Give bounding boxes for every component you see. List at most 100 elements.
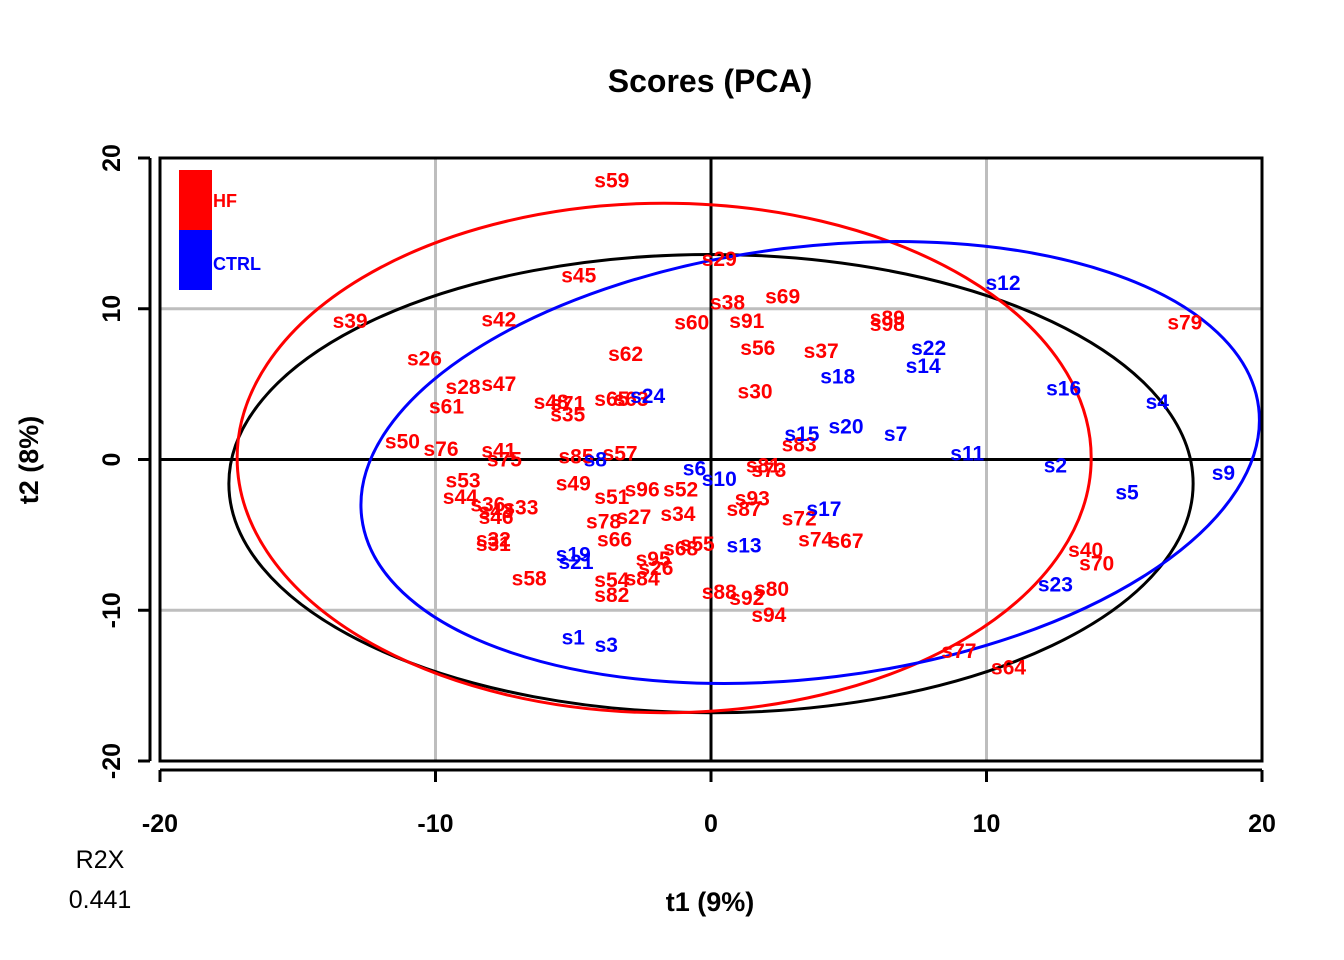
point-s40: s40 [1068, 539, 1103, 562]
point-s16: s16 [1046, 378, 1081, 401]
point-s56: s56 [740, 337, 775, 360]
point-s47: s47 [481, 373, 516, 396]
point-s84: s84 [625, 568, 660, 591]
point-s64: s64 [991, 657, 1026, 680]
point-s96: s96 [625, 479, 660, 502]
point-s43: s43 [479, 500, 514, 523]
point-s46: s46 [479, 506, 514, 529]
point-s88: s88 [702, 581, 737, 604]
confidence-ellipses [227, 201, 1261, 715]
point-s77: s77 [941, 640, 976, 663]
point-s70: s70 [1079, 553, 1114, 576]
y-tick-label: 20 [98, 144, 126, 172]
point-s55: s55 [680, 533, 715, 556]
x-tick-label: -20 [142, 810, 178, 838]
point-s75: s75 [487, 449, 522, 472]
x-tick-label: 10 [973, 810, 1001, 838]
point-s91: s91 [729, 310, 764, 333]
point-s20: s20 [828, 415, 863, 438]
point-s2: s2 [1044, 455, 1067, 478]
legend-label-ctrl: CTRL [213, 254, 261, 274]
x-tick-label: -10 [417, 810, 453, 838]
point-s68: s68 [663, 537, 698, 560]
point-s51: s51 [594, 486, 629, 509]
point-s29: s29 [702, 248, 737, 271]
x-axis-label: t1 (9%) [666, 887, 755, 917]
point-s82: s82 [594, 584, 629, 607]
point-s62: s62 [608, 343, 643, 366]
point-s60: s60 [674, 311, 709, 334]
point-s9: s9 [1212, 462, 1235, 485]
overall-ellipse [227, 252, 1195, 715]
point-s92: s92 [729, 587, 764, 610]
point-s83: s83 [782, 433, 817, 456]
point-s15: s15 [784, 423, 819, 446]
ellipse-hf [235, 201, 1093, 715]
point-s58: s58 [512, 568, 547, 591]
point-s12: s12 [986, 272, 1021, 295]
point-s10: s10 [702, 468, 737, 491]
x-tick-label: 0 [704, 810, 718, 838]
point-s89: s89 [870, 307, 905, 330]
point-s81: s81 [746, 455, 781, 478]
point-s94: s94 [751, 604, 786, 627]
point-s14: s14 [906, 355, 941, 378]
point-s7: s7 [884, 423, 907, 446]
point-s33: s33 [503, 497, 538, 520]
point-s49: s49 [556, 473, 591, 496]
x-tick-label: 20 [1248, 810, 1276, 838]
point-s79: s79 [1167, 311, 1202, 334]
point-s27: s27 [616, 506, 651, 529]
point-s13: s13 [727, 534, 762, 557]
point-s6: s6 [683, 458, 706, 481]
y-tick-label: 10 [98, 295, 126, 323]
point-s76: s76 [423, 438, 458, 461]
ellipse-ctrl [359, 240, 1261, 685]
point-s74: s74 [798, 528, 833, 551]
r2x-label: R2X [76, 846, 125, 874]
point-s65: s65 [594, 388, 629, 411]
point-s17: s17 [806, 498, 841, 521]
y-tick-label: -20 [98, 743, 126, 779]
point-s37: s37 [804, 340, 839, 363]
point-s8: s8 [584, 449, 608, 472]
legend: HF CTRL [179, 170, 261, 290]
legend-label-hf: HF [213, 191, 237, 211]
y-tick-label: -10 [98, 592, 126, 628]
point-s36: s36 [470, 494, 505, 517]
point-s19: s19 [556, 543, 591, 566]
point-s48: s48 [534, 391, 569, 414]
legend-swatch-ctrl [179, 230, 212, 290]
axis-zero-lines [160, 158, 1262, 761]
point-s26: s26 [407, 347, 442, 370]
point-s69: s69 [765, 286, 800, 309]
point-s18: s18 [820, 366, 855, 389]
point-s80: s80 [754, 578, 789, 601]
point-s1: s1 [562, 626, 586, 649]
point-s59: s59 [594, 170, 629, 193]
point-s24: s24 [630, 385, 665, 408]
point-s50: s50 [385, 430, 420, 453]
y-tick-label: 0 [98, 453, 126, 467]
point-s57: s57 [603, 442, 638, 465]
point-s42: s42 [481, 308, 516, 331]
legend-swatch-hf [179, 170, 212, 230]
point-s78: s78 [586, 510, 621, 533]
point-s98: s98 [870, 313, 905, 336]
point-s45: s45 [561, 265, 596, 288]
point-s22: s22 [911, 337, 946, 360]
x-axis-ticks: -20 -10 0 10 20 [142, 768, 1276, 838]
point-s38: s38 [710, 292, 745, 315]
point-s41: s41 [481, 439, 516, 462]
point-s52: s52 [663, 479, 698, 502]
r2x-value: 0.441 [69, 886, 132, 914]
point-s71: s71 [550, 393, 585, 416]
point-s11: s11 [950, 442, 984, 465]
point-s95: s95 [636, 548, 671, 571]
point-s26b: s26 [638, 557, 673, 580]
point-s23: s23 [1038, 574, 1073, 597]
chart-title: Scores (PCA) [608, 63, 813, 99]
point-s5: s5 [1115, 482, 1139, 505]
point-s85: s85 [558, 445, 593, 468]
